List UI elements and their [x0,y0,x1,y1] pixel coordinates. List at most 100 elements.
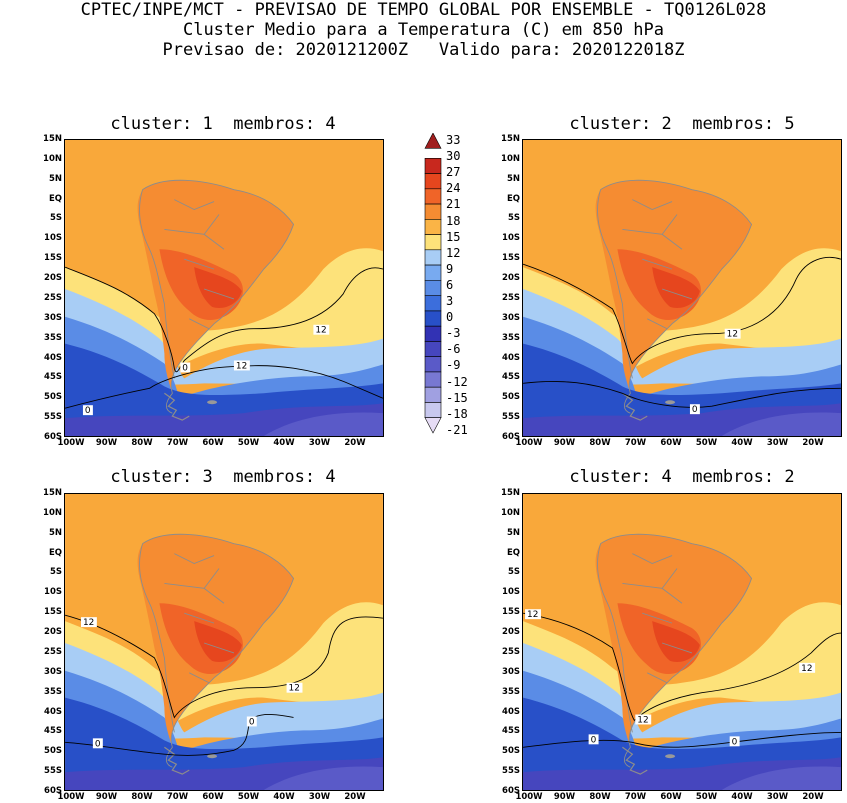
contour-label: 0 [249,717,255,727]
contour-label-bg [635,714,652,725]
contour-label-bg [180,362,191,373]
lon-tick-label: 20W [344,438,366,448]
lat-tick-label: 5S [507,213,520,224]
lat-tick-label: 30S [44,666,62,677]
colorbar-swatch [424,402,442,419]
contour-label: 12 [289,684,300,694]
contour-label: 0 [692,405,698,415]
contour-label: 12 [727,330,738,340]
colorbar-level-label: -21 [446,422,468,437]
panel-1-title: cluster: 1 membros: 4 [110,114,336,134]
lon-tick-label: 60W [660,792,682,802]
colorbar-swatch [424,280,442,296]
colorbar-level-label: 21 [446,197,461,212]
lat-tick-label: 5N [48,527,62,538]
lon-tick-label: 90W [553,792,576,802]
lat-tick-label: 15N [501,134,520,144]
lon-tick-label: 80W [131,438,153,448]
contour-label: 0 [591,735,597,745]
contour-label-bg [246,716,257,727]
lat-tick-label: 40S [502,352,520,363]
map-panel-cluster-1: 12 0 12 0 [64,139,384,437]
lat-tick-label: 60S [502,786,520,796]
lat-tick-label: 10N [43,153,62,164]
lat-tick-label: 10S [44,233,62,244]
contour-label-bg [92,738,103,749]
colorbar-swatch [424,234,442,251]
lat-tick-label: 45S [502,372,520,383]
colorbar-level-label: -6 [446,342,461,357]
lat-tick-label: 30S [502,312,520,323]
subtitle-variable: Cluster Medio para a Temperatura (C) em … [182,20,665,40]
lat-tick-label: 15S [502,253,520,264]
lon-tick-label: 30W [766,438,789,448]
lat-tick-label: 35S [502,686,520,697]
lon-tick-label: 90W [95,438,118,448]
contour-label: 0 [182,363,188,373]
lon-tick-label: 70W [166,438,189,448]
lon-tick-label: 50W [695,792,718,802]
contour-label: 12 [527,610,538,620]
lon-tick-label: 80W [589,792,611,802]
colorbar-level-label: 0 [446,310,454,325]
colorbar-level-label: 30 [446,149,461,164]
lat-tick-label: 15N [43,488,62,498]
lat-tick-label: 15S [44,253,62,264]
panel1-map: 12 0 12 0 [65,140,383,436]
map-panel-cluster-3: 12 12 0 0 [64,493,384,791]
lat-tick-label: 40S [44,706,62,717]
lat-tick-label: 40S [44,352,62,363]
lat-tick-label: 55S [44,766,62,777]
colorbar-swatch [424,371,442,388]
colorbar-level-label: 6 [446,277,454,292]
contour-label: 0 [85,406,91,416]
colorbar-level-label: 33 [446,133,461,147]
panel-3-title: cluster: 3 membros: 4 [110,467,336,487]
lat-tick-label: 25S [44,646,62,657]
lat-tick-label: 15S [44,607,62,618]
colorbar-level-label: -12 [446,374,468,389]
colorbar-swatch [424,310,442,327]
lat-tick-label: 45S [502,726,520,737]
contour-label-bg [588,734,599,745]
lon-tick-label: 100W [515,792,543,802]
colorbar-level-label: 3 [446,294,454,308]
lat-tick-label: 15N [43,134,62,144]
contour-label-bg [525,609,541,620]
lat-tick-label: 5S [49,213,62,224]
contour-label-bg [80,617,97,628]
lon-tick-label: 50W [237,438,260,448]
lat-tick-label: 10N [501,153,520,164]
lat-tick-label: 10S [502,587,520,598]
lon-tick-label: 40W [273,438,295,448]
lon-tick-label: 60W [202,438,224,448]
lat-tick-label: 50S [44,392,62,403]
lon-tick-label: 80W [589,438,611,448]
lat-tick-label: 60S [502,432,520,442]
colorbar-swatch [424,249,442,266]
contour-label: 12 [236,361,247,371]
contour-label: 0 [732,737,738,747]
lat-tick-label: 30S [502,666,520,677]
colorbar-level-label: -3 [446,326,461,341]
colorbar-level-label: 15 [446,229,461,244]
lat-tick-label: 20S [44,627,62,638]
lon-tick-label: 20W [802,438,824,448]
lon-tick-label: 90W [95,792,118,802]
colorbar-swatch [424,417,442,434]
colorbar-swatch [424,133,442,149]
lat-tick-label: 50S [502,392,520,403]
colorbar-swatch [424,325,442,342]
colorbar-level-label: 27 [446,165,461,180]
lat-tick-label: 25S [502,646,520,657]
panel-2-title: cluster: 2 membros: 5 [569,114,795,134]
lat-tick-label: 35S [44,686,62,697]
panel3-map: 12 12 0 0 [65,494,383,790]
colorbar [424,133,442,434]
lat-tick-label: 10N [43,507,62,518]
lon-tick-label: 50W [237,792,260,802]
colorbar-swatch [424,219,442,235]
lon-tick-label: 20W [802,792,824,802]
lon-tick-label: 100W [57,438,85,448]
colorbar-level-label: 9 [446,261,454,276]
